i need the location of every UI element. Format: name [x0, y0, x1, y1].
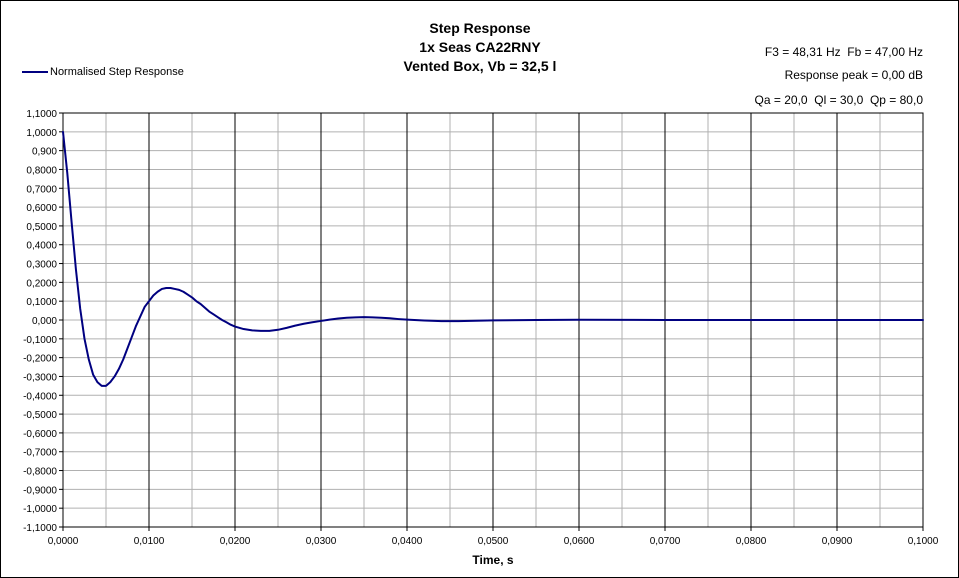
y-tick-label: 1,0000	[26, 128, 57, 139]
legend-line-swatch	[22, 71, 48, 73]
y-tick-label: 0,3000	[26, 260, 57, 271]
x-tick-labels: 0,0000 0,0100 0,0200 0,0300 0,0400 0,0500 0,06…	[48, 536, 939, 547]
y-tick-label: -0,6000	[23, 429, 57, 440]
chart-subtitle-driver: 1x Seas CA22RNY	[419, 39, 541, 55]
y-tick-label: -0,5000	[23, 410, 57, 421]
x-tick-label: 0,0500	[478, 536, 509, 547]
info-response-peak: Response peak = 0,00 dB	[784, 68, 923, 82]
y-tick-label: -1,1000	[23, 523, 57, 534]
x-tick-label: 0,0300	[306, 536, 337, 547]
y-tick-label: 0,6000	[26, 203, 57, 214]
info-q-values: Qa = 20,0 Ql = 30,0 Qp = 80,0	[754, 93, 923, 107]
series-line-normalised-step-response	[62, 130, 924, 387]
x-axis-label: Time, s	[472, 553, 513, 567]
y-tick-label: 1,1000	[26, 109, 57, 120]
y-tick-label: 0,8000	[26, 165, 57, 176]
y-tick-label: 0,5000	[26, 222, 57, 233]
y-tick-label: -0,3000	[23, 372, 57, 383]
legend: Normalised Step Response	[22, 66, 184, 78]
grid-major	[59, 112, 924, 531]
y-tick-label: 0,1000	[26, 297, 57, 308]
x-tick-label: 0,0800	[736, 536, 767, 547]
y-tick-label: 0,900	[32, 147, 57, 158]
y-tick-label: -0,8000	[23, 467, 57, 478]
chart-title: Step Response	[429, 20, 531, 36]
x-tick-label: 0,0000	[48, 536, 79, 547]
x-tick-label: 0,1000	[908, 536, 939, 547]
y-tick-label: -0,9000	[23, 485, 57, 496]
x-tick-label: 0,0200	[220, 536, 251, 547]
y-tick-label: -1,0000	[23, 504, 57, 515]
legend-label: Normalised Step Response	[50, 66, 184, 78]
y-tick-label: -0,2000	[23, 354, 57, 365]
y-tick-label: 0,000	[32, 316, 57, 327]
y-tick-label: -0,4000	[23, 391, 57, 402]
x-tick-label: 0,0900	[822, 536, 853, 547]
y-tick-label: 0,2000	[26, 278, 57, 289]
x-tick-label: 0,0100	[134, 536, 165, 547]
chart-subtitle-box: Vented Box, Vb = 32,5 l	[403, 58, 557, 74]
x-tick-label: 0,0600	[564, 536, 595, 547]
y-tick-label: 0,7000	[26, 184, 57, 195]
y-tick-label: -0,1000	[23, 335, 57, 346]
x-tick-label: 0,0400	[392, 536, 423, 547]
x-tick-label: 0,0700	[650, 536, 681, 547]
y-tick-label: -0,7000	[23, 448, 57, 459]
series-group	[62, 130, 924, 387]
y-tick-label: 0,4000	[26, 241, 57, 252]
info-f3-fb: F3 = 48,31 Hz Fb = 47,00 Hz	[764, 45, 923, 59]
y-tick-labels: 1,1000 1,0000 0,900 0,8000 0,7000 0,6000 0,500…	[23, 109, 57, 534]
